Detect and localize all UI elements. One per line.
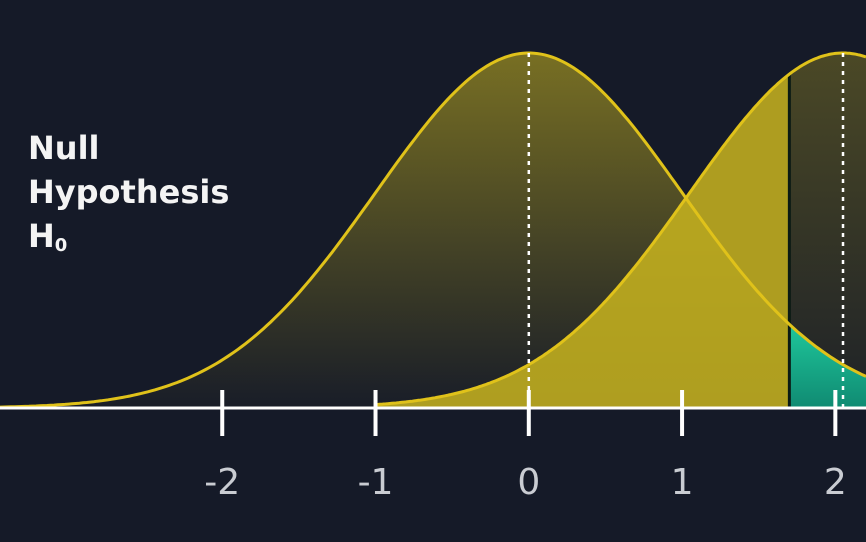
- label-line-1: Null: [28, 129, 100, 167]
- h-symbol: H: [28, 217, 55, 255]
- null-distribution-curve: [0, 51, 866, 409]
- alt-distribution-curve: [375, 51, 866, 407]
- label-line-2: Hypothesis: [28, 173, 230, 211]
- x-tick-label: 0: [517, 462, 540, 503]
- alt-distribution-shaded-area: [375, 74, 790, 408]
- null-hypothesis-label: Null Hypothesis H0: [28, 126, 229, 268]
- x-tick-label: 2: [824, 462, 847, 503]
- h-subscript: 0: [54, 235, 68, 256]
- x-tick-label: -2: [204, 462, 240, 503]
- x-tick-label: 1: [671, 462, 694, 503]
- alt-distribution-upper-area: [789, 53, 866, 408]
- label-line-3: H0: [28, 214, 229, 268]
- rejection-region-area: [789, 324, 866, 408]
- x-tick-label: -1: [358, 462, 394, 503]
